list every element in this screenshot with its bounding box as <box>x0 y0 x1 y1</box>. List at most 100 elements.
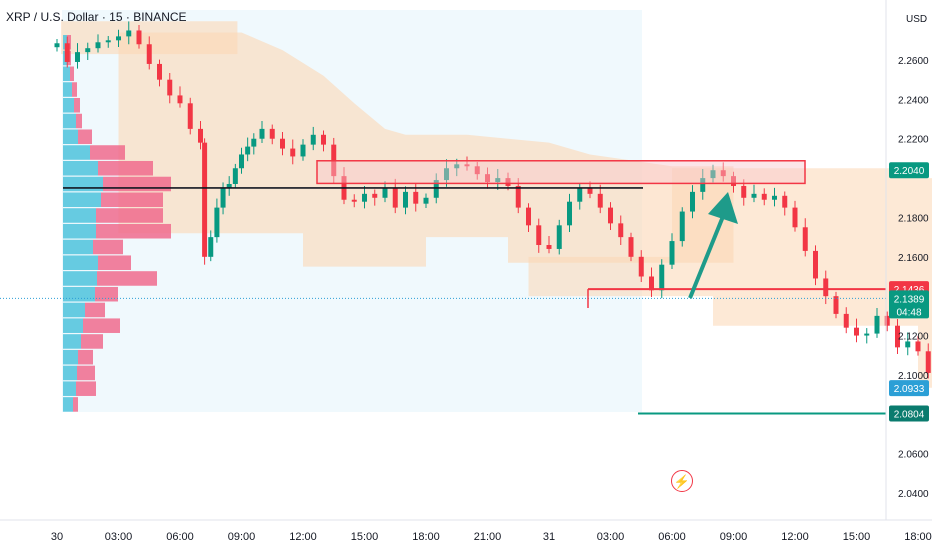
volume-bar-down <box>93 239 123 255</box>
range-low-badge-bg <box>889 380 929 397</box>
price-tick-label: 2.2600 <box>898 56 929 67</box>
range-low-badge: 2.0933 <box>894 384 925 395</box>
candle-body <box>587 187 593 194</box>
volume-bar-up <box>63 113 76 129</box>
candle-body <box>485 174 490 183</box>
time-tick-label: 18:00 <box>412 531 440 543</box>
price-tick-label: 2.0400 <box>898 489 929 500</box>
candle-body <box>444 168 449 181</box>
time-tick-label: 21:00 <box>474 531 502 543</box>
candle-body <box>915 341 921 352</box>
candle-body <box>577 187 583 202</box>
volume-bar-down <box>95 286 118 302</box>
volume-bar-down <box>96 223 171 239</box>
candle-body <box>638 256 644 277</box>
volume-bar-up <box>63 365 77 381</box>
volume-bar-down <box>97 271 157 286</box>
candle-body <box>351 199 357 202</box>
candle-body <box>649 276 654 291</box>
volume-bar-up <box>63 381 76 396</box>
candle-body <box>679 211 685 242</box>
candle-body <box>105 40 111 43</box>
candle-body <box>608 207 613 224</box>
candle-body <box>905 341 911 348</box>
target-price-badge-bg <box>889 162 929 179</box>
candle-body <box>214 207 220 238</box>
candle-body <box>136 30 142 45</box>
time-tick-label: 30 <box>51 531 63 543</box>
candle-body <box>782 195 788 208</box>
candle-body <box>413 191 419 204</box>
currency-label: USD <box>906 14 927 25</box>
last-price-badge: 2.1389 <box>894 294 925 305</box>
volume-bar-up <box>63 271 97 286</box>
candle-body <box>403 191 408 208</box>
candle-body <box>597 193 603 208</box>
volume-bar-down <box>78 129 92 145</box>
candle-body <box>843 313 849 328</box>
candle-body <box>232 168 238 184</box>
volume-bar-up <box>63 302 85 318</box>
time-tick-label: 15:00 <box>843 531 871 543</box>
candle-body <box>75 52 80 62</box>
candle-body <box>95 42 101 49</box>
time-tick-label: 31 <box>543 531 555 543</box>
candle-body <box>392 187 398 208</box>
candle-body <box>167 79 173 96</box>
volume-bar-down <box>83 318 120 333</box>
candle-body <box>245 146 251 155</box>
candle-body <box>925 351 931 373</box>
candle-body <box>208 237 214 257</box>
time-tick-label: 06:00 <box>166 531 194 543</box>
candle-body <box>310 134 316 145</box>
price-axis: USD 2.2600 2.2400 2.2200 2.1800 2.1600 2.1200 2… <box>885 0 929 520</box>
price-tick-label: 2.1000 <box>898 371 929 382</box>
volume-bar-down <box>78 349 93 365</box>
price-tick-label: 2.0600 <box>898 450 929 461</box>
candle-body <box>187 103 193 129</box>
candle-body <box>146 44 152 64</box>
candle-body <box>433 180 439 198</box>
volume-bar-up <box>63 334 81 349</box>
time-tick-label: 09:00 <box>228 531 256 543</box>
candle-body <box>536 225 542 246</box>
candle-body <box>64 43 70 62</box>
volume-bar-down <box>76 113 82 129</box>
candle-body <box>474 166 480 175</box>
time-tick-label: 12:00 <box>289 531 317 543</box>
volume-bar-up <box>63 397 73 412</box>
candle-body <box>464 164 470 167</box>
lightning-icon[interactable]: ⚡ <box>671 470 693 492</box>
candle-body <box>700 178 706 192</box>
forecast-arrow-head <box>708 192 738 224</box>
candle-body <box>321 134 326 145</box>
candle-body <box>792 207 798 228</box>
time-tick-label: 12:00 <box>781 531 809 543</box>
title-separator: · <box>101 10 106 24</box>
volume-bar-up <box>63 35 67 50</box>
candle-body <box>741 185 747 198</box>
chart-title: XRP / U.S. Dollar · 15 · BINANCE <box>6 10 187 24</box>
interval-label: 15 <box>109 10 123 24</box>
volume-bar-down <box>103 176 171 192</box>
last-price-badge-bg <box>889 290 929 319</box>
forecast-arrow-shaft <box>688 213 726 299</box>
time-tick-label: 15:00 <box>351 531 379 543</box>
support-price-badge: 2.0804 <box>894 409 925 420</box>
candle-body <box>690 191 695 212</box>
volume-bar-up <box>63 97 74 113</box>
volume-bar-up <box>63 160 98 176</box>
candle-body <box>864 333 870 336</box>
price-tick-label: 2.2400 <box>898 95 929 106</box>
volume-bar-up <box>63 255 98 270</box>
candle-body <box>269 128 275 139</box>
volume-bar-down <box>96 208 163 223</box>
candle-body <box>567 201 572 226</box>
candle-body <box>495 178 501 183</box>
candle-body <box>290 148 296 157</box>
candle-body <box>239 154 244 169</box>
candle-body <box>177 95 183 104</box>
title-separator: · <box>125 10 130 24</box>
